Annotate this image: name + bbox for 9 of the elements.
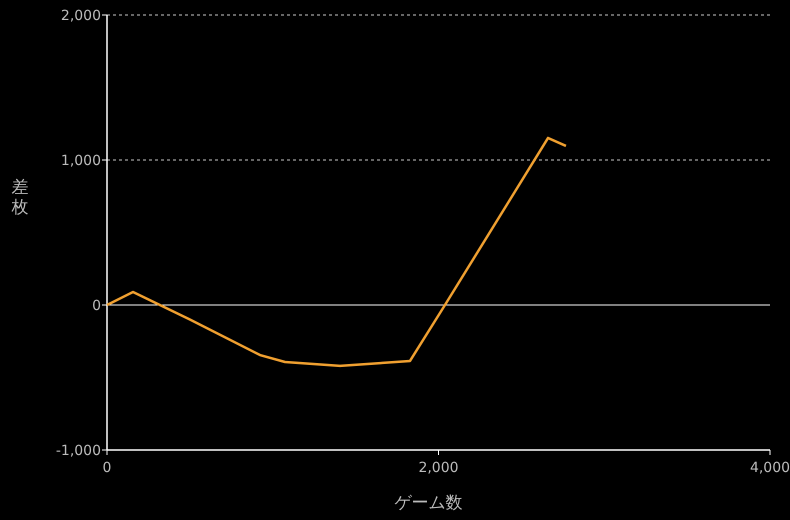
x-tick-label: 2,000 (418, 460, 459, 476)
y-tick-label: 0 (92, 298, 101, 314)
y-tick-label: 2,000 (60, 8, 101, 24)
y-tick-label: 1,000 (60, 153, 101, 169)
y-tick-label: -1,000 (56, 443, 101, 459)
x-tick-label: 0 (102, 460, 112, 476)
y-axis-title: 差枚 (10, 178, 28, 218)
x-axis-title: ゲーム数 (394, 493, 462, 513)
x-tick-label: 4,000 (750, 460, 790, 476)
